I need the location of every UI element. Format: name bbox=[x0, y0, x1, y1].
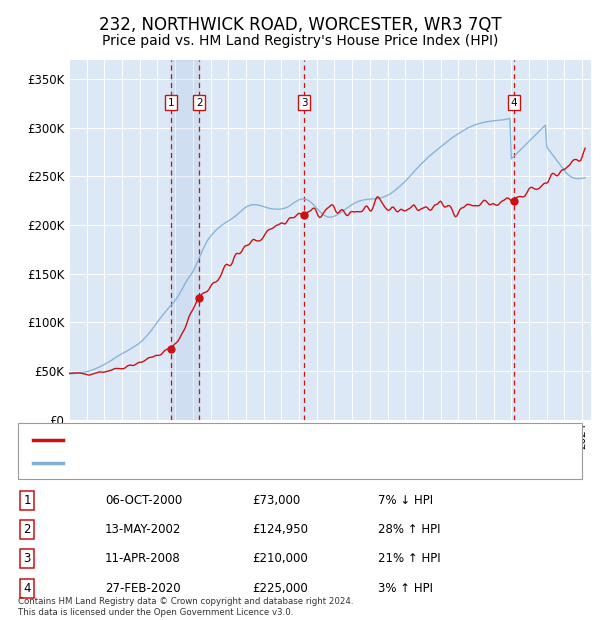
Text: 13-MAY-2002: 13-MAY-2002 bbox=[105, 523, 181, 536]
Text: 4: 4 bbox=[23, 582, 31, 595]
Text: 232, NORTHWICK ROAD, WORCESTER, WR3 7QT: 232, NORTHWICK ROAD, WORCESTER, WR3 7QT bbox=[98, 16, 502, 33]
Text: 3: 3 bbox=[23, 552, 31, 565]
Text: 1: 1 bbox=[168, 98, 175, 108]
Bar bbox=[171, 60, 199, 420]
Text: 06-OCT-2000: 06-OCT-2000 bbox=[105, 494, 182, 507]
Text: £124,950: £124,950 bbox=[252, 523, 308, 536]
Text: 7% ↓ HPI: 7% ↓ HPI bbox=[378, 494, 433, 507]
Text: Contains HM Land Registry data © Crown copyright and database right 2024.
This d: Contains HM Land Registry data © Crown c… bbox=[18, 598, 353, 617]
Text: 21% ↑ HPI: 21% ↑ HPI bbox=[378, 552, 440, 565]
Text: 3: 3 bbox=[301, 98, 307, 108]
Text: 4: 4 bbox=[511, 98, 518, 108]
Text: 2: 2 bbox=[196, 98, 203, 108]
Text: £73,000: £73,000 bbox=[252, 494, 300, 507]
Text: £225,000: £225,000 bbox=[252, 582, 308, 595]
Text: 1: 1 bbox=[23, 494, 31, 507]
Text: 11-APR-2008: 11-APR-2008 bbox=[105, 552, 181, 565]
Text: 28% ↑ HPI: 28% ↑ HPI bbox=[378, 523, 440, 536]
Text: 2: 2 bbox=[23, 523, 31, 536]
Text: Price paid vs. HM Land Registry's House Price Index (HPI): Price paid vs. HM Land Registry's House … bbox=[102, 34, 498, 48]
Text: 3% ↑ HPI: 3% ↑ HPI bbox=[378, 582, 433, 595]
Text: 232, NORTHWICK ROAD, WORCESTER, WR3 7QT (semi-detached house): 232, NORTHWICK ROAD, WORCESTER, WR3 7QT … bbox=[69, 435, 443, 445]
Text: 27-FEB-2020: 27-FEB-2020 bbox=[105, 582, 181, 595]
Text: £210,000: £210,000 bbox=[252, 552, 308, 565]
Text: HPI: Average price, semi-detached house, Worcester: HPI: Average price, semi-detached house,… bbox=[69, 458, 343, 468]
